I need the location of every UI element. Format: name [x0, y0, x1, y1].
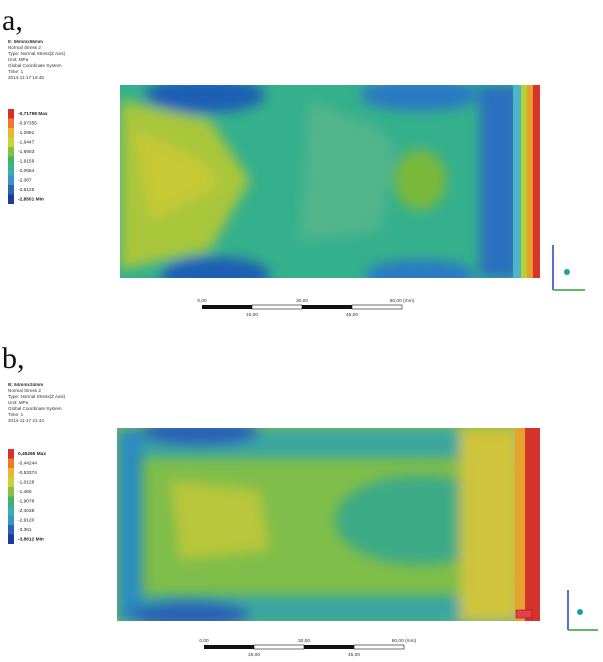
legend-swatch: [8, 147, 14, 157]
legend-value: -0,44244: [18, 461, 37, 467]
header-line: E: 56mmx56mm: [8, 39, 43, 44]
header-line: Normal Stress 2: [8, 45, 41, 50]
legend-swatch: [8, 496, 14, 506]
scale-label: 60,00 (mm): [390, 298, 415, 304]
scale-label: 30,00: [298, 638, 310, 644]
legend-value: -2,6125: [18, 187, 35, 193]
scale-label: 15,00: [246, 312, 258, 318]
legend-swatch: [8, 534, 14, 544]
scale-label: 60,00 (mm): [392, 638, 417, 644]
legend-swatch: [8, 468, 14, 478]
legend-swatch: [8, 128, 14, 138]
header-line: B: 64mmx34mm: [8, 382, 43, 387]
legend-swatch: [8, 458, 14, 468]
legend-swatch: [8, 487, 14, 497]
legend-value: -3,361: [18, 527, 32, 533]
legend-value: -1,2991: [18, 130, 35, 136]
legend-swatch: [8, 477, 14, 487]
scale-label: 45,00: [346, 312, 358, 318]
legend-swatch: [8, 185, 14, 195]
scale-label: 0,00: [199, 638, 209, 644]
legend-swatch: [8, 449, 14, 459]
legend-swatch: [8, 515, 14, 525]
contour-a: [120, 85, 540, 278]
header-line: Global Coordinate System: [8, 406, 62, 411]
legend-swatch: [8, 175, 14, 185]
legend-value: -1,9159: [18, 159, 35, 165]
scale-label: 0,00: [197, 298, 207, 304]
header-line: Time: 1: [8, 412, 24, 417]
header-line: Unit: MPa: [8, 57, 29, 62]
header-line: Time: 1: [8, 69, 24, 74]
scale-label: 30,00: [296, 298, 308, 304]
legend-swatch: [8, 194, 14, 204]
header-line: 2014-11-17 18:45: [8, 75, 44, 80]
legend-value: -0,97355: [18, 121, 37, 127]
scale-bar: [202, 304, 405, 650]
legend-value: -1,6447: [18, 140, 35, 146]
legend-value: -2,0554: [18, 168, 35, 174]
legend-swatch: [8, 166, 14, 176]
legend-value: -1,460: [18, 489, 32, 495]
legend-swatch: [8, 137, 14, 147]
legend-value: -1,0128: [18, 480, 35, 486]
panel-label: a,: [2, 4, 23, 37]
legend-value: -3,8612 Min: [18, 537, 44, 543]
header-line: Normal Stress 2: [8, 388, 41, 393]
legend-swatch: [8, 506, 14, 516]
legend-value: -1,6903: [18, 149, 35, 155]
legend-swatch: [8, 525, 14, 535]
legend-swatch: [8, 109, 14, 119]
contour-b: [117, 428, 540, 621]
legend-value: -2,4038: [18, 508, 35, 514]
legend-value: -2,8501 Min: [18, 197, 44, 203]
header-line: Type: Normal Stress(Z Axis): [8, 51, 66, 56]
legend-swatch: [8, 156, 14, 166]
legend-value: -0,53374: [18, 470, 37, 476]
axis-triad: [552, 245, 598, 631]
legend-value: -2,9120: [18, 518, 35, 524]
panel-label: b,: [2, 342, 25, 375]
legend-value: -2,387: [18, 178, 32, 184]
header-line: Unit: MPa: [8, 400, 29, 405]
scale-label: 15,00: [248, 652, 260, 658]
header-line: Global Coordinate System: [8, 63, 62, 68]
scale-label: 45,00: [348, 652, 360, 658]
header-line: 2014-11-17 21:44: [8, 418, 44, 423]
legend-value: -1,9078: [18, 499, 35, 505]
header-line: Type: Normal Stress(Z Axis): [8, 394, 66, 399]
legend-value: -0,71798 Max: [18, 111, 48, 117]
legend-swatch: [8, 118, 14, 128]
legend-value: 0,45266 Max: [18, 451, 46, 457]
